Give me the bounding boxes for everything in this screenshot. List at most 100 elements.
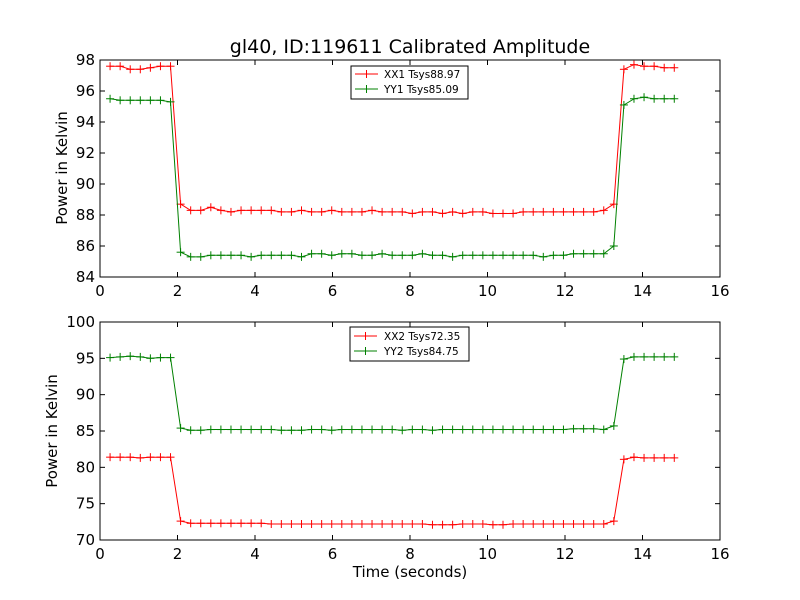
bottom-data-point xyxy=(307,425,316,434)
top-data-point xyxy=(156,96,165,105)
bottom-data-point xyxy=(418,520,427,529)
top-data-point xyxy=(317,249,326,258)
bottom-legend: XX2 Tsys72.35 YY2 Tsys84.75 xyxy=(349,326,470,362)
top-data-point xyxy=(438,209,447,218)
top-data-point xyxy=(327,206,336,215)
top-data-point xyxy=(176,248,185,257)
top-data-point xyxy=(529,251,538,260)
top-y-tick-label: 84 xyxy=(76,268,95,286)
bottom-data-point xyxy=(347,520,356,529)
bottom-data-point xyxy=(327,520,336,529)
bottom-series xyxy=(106,352,679,529)
top-y-tick-label: 96 xyxy=(76,82,95,100)
top-data-point xyxy=(398,207,407,216)
bottom-data-point xyxy=(478,425,487,434)
top-data-point xyxy=(287,207,296,216)
bottom-y-tick-label: 80 xyxy=(76,458,95,476)
top-data-point xyxy=(549,251,558,260)
top-y-tick-label: 94 xyxy=(76,113,95,131)
top-data-point xyxy=(267,206,276,215)
top-x-tick-label: 0 xyxy=(95,282,105,300)
top-y-tick-label: 86 xyxy=(76,237,95,255)
bottom-data-point xyxy=(499,520,507,529)
top-data-point xyxy=(670,63,679,72)
top-plot: 0 2 4 6 8 10 12 14 16 84 86 88 90 92 94 96 98 Power in … xyxy=(53,51,730,300)
bottom-data-point xyxy=(640,352,649,361)
bottom-data-point xyxy=(106,453,115,462)
top-data-point xyxy=(257,206,266,215)
bottom-data-point xyxy=(549,425,558,434)
top-data-point xyxy=(589,249,598,258)
top-data-point xyxy=(116,62,125,71)
top-x-tick-label: 10 xyxy=(478,282,497,300)
top-x-tick-label: 4 xyxy=(250,282,260,300)
top-data-point xyxy=(640,62,649,71)
top-data-point xyxy=(116,96,125,105)
bottom-data-point xyxy=(448,520,457,529)
bottom-data-point xyxy=(186,519,195,528)
bottom-y-tick-label: 75 xyxy=(76,495,95,513)
top-data-point xyxy=(126,96,135,105)
top-legend: XX1 Tsys88.97 YY1 Tsys85.09 xyxy=(350,65,469,100)
top-data-point xyxy=(146,63,155,72)
top-data-point xyxy=(448,252,457,261)
top-data-point xyxy=(206,203,215,212)
bottom-data-point xyxy=(257,425,266,434)
bottom-data-point xyxy=(277,426,286,435)
top-data-point xyxy=(398,251,407,260)
bottom-x-tick-label: 6 xyxy=(328,545,338,563)
top-y-tick-label: 92 xyxy=(76,144,95,162)
top-y-tick-label: 90 xyxy=(76,175,95,193)
top-data-point xyxy=(297,206,306,215)
bottom-data-point xyxy=(337,520,346,529)
bottom-data-point xyxy=(307,520,316,529)
bottom-data-point xyxy=(398,520,407,529)
bottom-data-point xyxy=(599,425,608,434)
bottom-data-point xyxy=(519,425,528,434)
bottom-data-point xyxy=(418,425,427,434)
chart-title: gl40, ID:119611 Calibrated Amplitude xyxy=(230,36,590,58)
top-data-point xyxy=(287,251,296,260)
bottom-data-point xyxy=(438,520,447,529)
top-data-point xyxy=(156,62,165,71)
top-data-point xyxy=(609,242,618,250)
bottom-data-point xyxy=(357,520,366,529)
bottom-data-point xyxy=(458,425,467,434)
bottom-data-point xyxy=(156,353,165,362)
bottom-data-point xyxy=(408,425,417,434)
bottom-data-point xyxy=(368,425,377,434)
bottom-data-point xyxy=(589,424,598,433)
bottom-legend-label-yy2: YY2 Tsys84.75 xyxy=(383,346,459,358)
top-data-point xyxy=(468,207,477,216)
top-data-point xyxy=(166,97,175,106)
bottom-data-point xyxy=(347,425,356,434)
top-data-point xyxy=(237,251,246,260)
bottom-data-point xyxy=(257,519,266,528)
top-data-point xyxy=(337,249,346,258)
top-data-point xyxy=(599,206,608,215)
top-data-point xyxy=(488,251,497,260)
bottom-data-point xyxy=(670,453,679,462)
bottom-data-point xyxy=(549,520,558,529)
bottom-y-ticks: 70 75 80 85 90 95 100 xyxy=(66,313,720,549)
bottom-data-point xyxy=(176,517,185,526)
top-data-point xyxy=(458,251,467,260)
top-data-point xyxy=(317,207,326,216)
bottom-data-point xyxy=(116,352,125,361)
bottom-data-point xyxy=(206,425,215,434)
top-data-point xyxy=(226,251,235,260)
bottom-data-point xyxy=(408,520,417,529)
top-data-point xyxy=(559,207,568,216)
bottom-data-point xyxy=(267,425,276,434)
bottom-data-point xyxy=(146,453,155,462)
top-data-point xyxy=(388,251,397,260)
top-data-point xyxy=(458,209,467,218)
top-data-point xyxy=(378,249,387,258)
top-data-point xyxy=(176,200,185,209)
bottom-data-point xyxy=(609,517,618,526)
top-data-point xyxy=(136,96,145,105)
bottom-data-point xyxy=(136,352,145,361)
bottom-data-point xyxy=(599,520,608,529)
bottom-data-point xyxy=(438,425,447,434)
top-data-point xyxy=(629,60,638,69)
